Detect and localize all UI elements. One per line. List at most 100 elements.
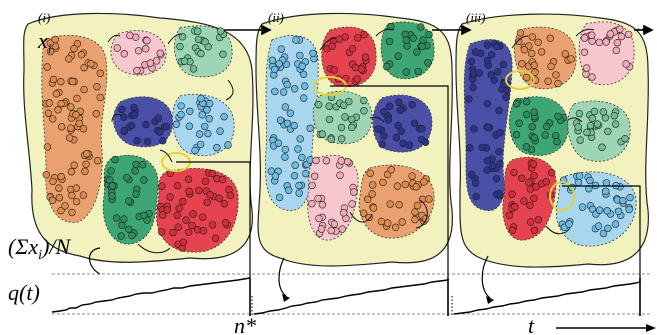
particle-dot: [594, 222, 603, 230]
particle-dot: [402, 68, 410, 76]
particle-dot: [602, 179, 611, 187]
particle-dot: [360, 107, 368, 115]
particle-dot: [140, 211, 148, 220]
particle-dot: [393, 182, 402, 190]
particle-dot: [169, 228, 177, 237]
particle-dot: [224, 141, 232, 149]
particle-dot: [120, 50, 129, 58]
particle-dot: [48, 196, 57, 205]
particle-dot: [213, 144, 221, 152]
particle-dot: [530, 172, 538, 180]
particle-dot: [527, 49, 536, 58]
particle-dot: [336, 171, 344, 179]
particle-dot: [294, 145, 302, 153]
particle-dot: [495, 148, 503, 156]
particle-dot: [469, 83, 477, 92]
particle-dot: [49, 75, 58, 84]
particle-dot: [67, 124, 75, 132]
particle-dot: [73, 94, 81, 103]
particle-dot: [216, 127, 224, 135]
particle-dot: [128, 231, 136, 240]
particle-dot: [401, 180, 409, 189]
particle-dot: [595, 206, 604, 214]
particle-dot: [505, 211, 514, 220]
particle-dot: [279, 88, 288, 96]
particle-dot: [582, 64, 591, 72]
particle-dot: [341, 113, 349, 121]
particle-dot: [340, 209, 348, 217]
particle-dot: [525, 178, 533, 187]
particle-dot: [516, 29, 525, 37]
particle-dot: [130, 111, 139, 119]
particle-dot: [82, 160, 90, 169]
particle-dot: [408, 172, 416, 180]
particle-dot: [118, 221, 126, 230]
particle-dot: [142, 120, 150, 129]
particle-dot: [296, 135, 304, 143]
particle-dot: [286, 109, 295, 117]
panel-ii-arrows: [319, 28, 428, 229]
particle-dot: [72, 111, 80, 119]
particle-dot: [384, 219, 392, 227]
particle-dot: [111, 155, 119, 164]
particle-dot: [398, 218, 406, 226]
nstar-label: n*: [234, 313, 256, 335]
particle-dot: [488, 50, 496, 59]
particle-dot: [295, 181, 303, 190]
sum-label: (Σxi)/N: [8, 234, 72, 263]
particle-dot: [312, 156, 320, 165]
particle-dot: [394, 121, 402, 130]
particle-dot: [43, 143, 52, 151]
particle-dot: [93, 82, 101, 91]
particle-dot: [133, 66, 141, 75]
particle-dot: [154, 114, 163, 122]
particle-dot: [515, 119, 523, 127]
particle-dot: [554, 79, 562, 88]
particle-dot: [178, 33, 187, 41]
particle-dot: [203, 106, 211, 114]
particle-dot: [120, 113, 128, 121]
particle-dot: [182, 216, 190, 224]
particle-dot: [424, 59, 432, 67]
particle-dot: [175, 204, 183, 213]
panel-i-label: (i): [38, 10, 50, 25]
particle-dot: [120, 126, 128, 135]
particle-dot: [108, 182, 117, 190]
particle-dot: [67, 168, 76, 176]
particle-dot: [65, 55, 73, 63]
particle-dot: [173, 181, 182, 190]
particle-dot: [567, 55, 575, 63]
particle-dot: [328, 42, 336, 50]
particle-dot: [318, 201, 327, 209]
particle-dot: [598, 143, 606, 151]
particle-dot: [132, 190, 140, 198]
panel-iii-highlight-a: [505, 70, 535, 90]
particle-dot: [218, 175, 227, 184]
particle-dot: [177, 102, 185, 110]
particle-dot: [467, 170, 476, 179]
particle-dot: [619, 196, 627, 205]
particle-dot: [79, 124, 88, 133]
particle-dot: [526, 218, 535, 226]
particle-dot: [159, 211, 167, 219]
particle-dot: [299, 70, 308, 79]
particle-dot: [467, 57, 475, 66]
particle-dot: [348, 44, 357, 53]
particle-dot: [44, 109, 53, 117]
particle-dot: [588, 114, 596, 123]
particle-dot: [131, 167, 139, 175]
particle-dot: [107, 167, 115, 175]
particle-dot: [219, 50, 227, 58]
particle-dot: [471, 48, 480, 56]
particle-dot: [184, 175, 193, 183]
reset-markers: [249, 278, 641, 316]
panel-iii-arrows: [511, 28, 595, 235]
particle-dot: [315, 214, 323, 223]
particle-dot: [530, 226, 539, 235]
particle-dot: [92, 110, 101, 118]
particle-dot: [552, 71, 560, 79]
panel-i-arrows: [107, 33, 234, 254]
particle-dot: [478, 143, 486, 152]
particle-dot: [588, 73, 596, 81]
